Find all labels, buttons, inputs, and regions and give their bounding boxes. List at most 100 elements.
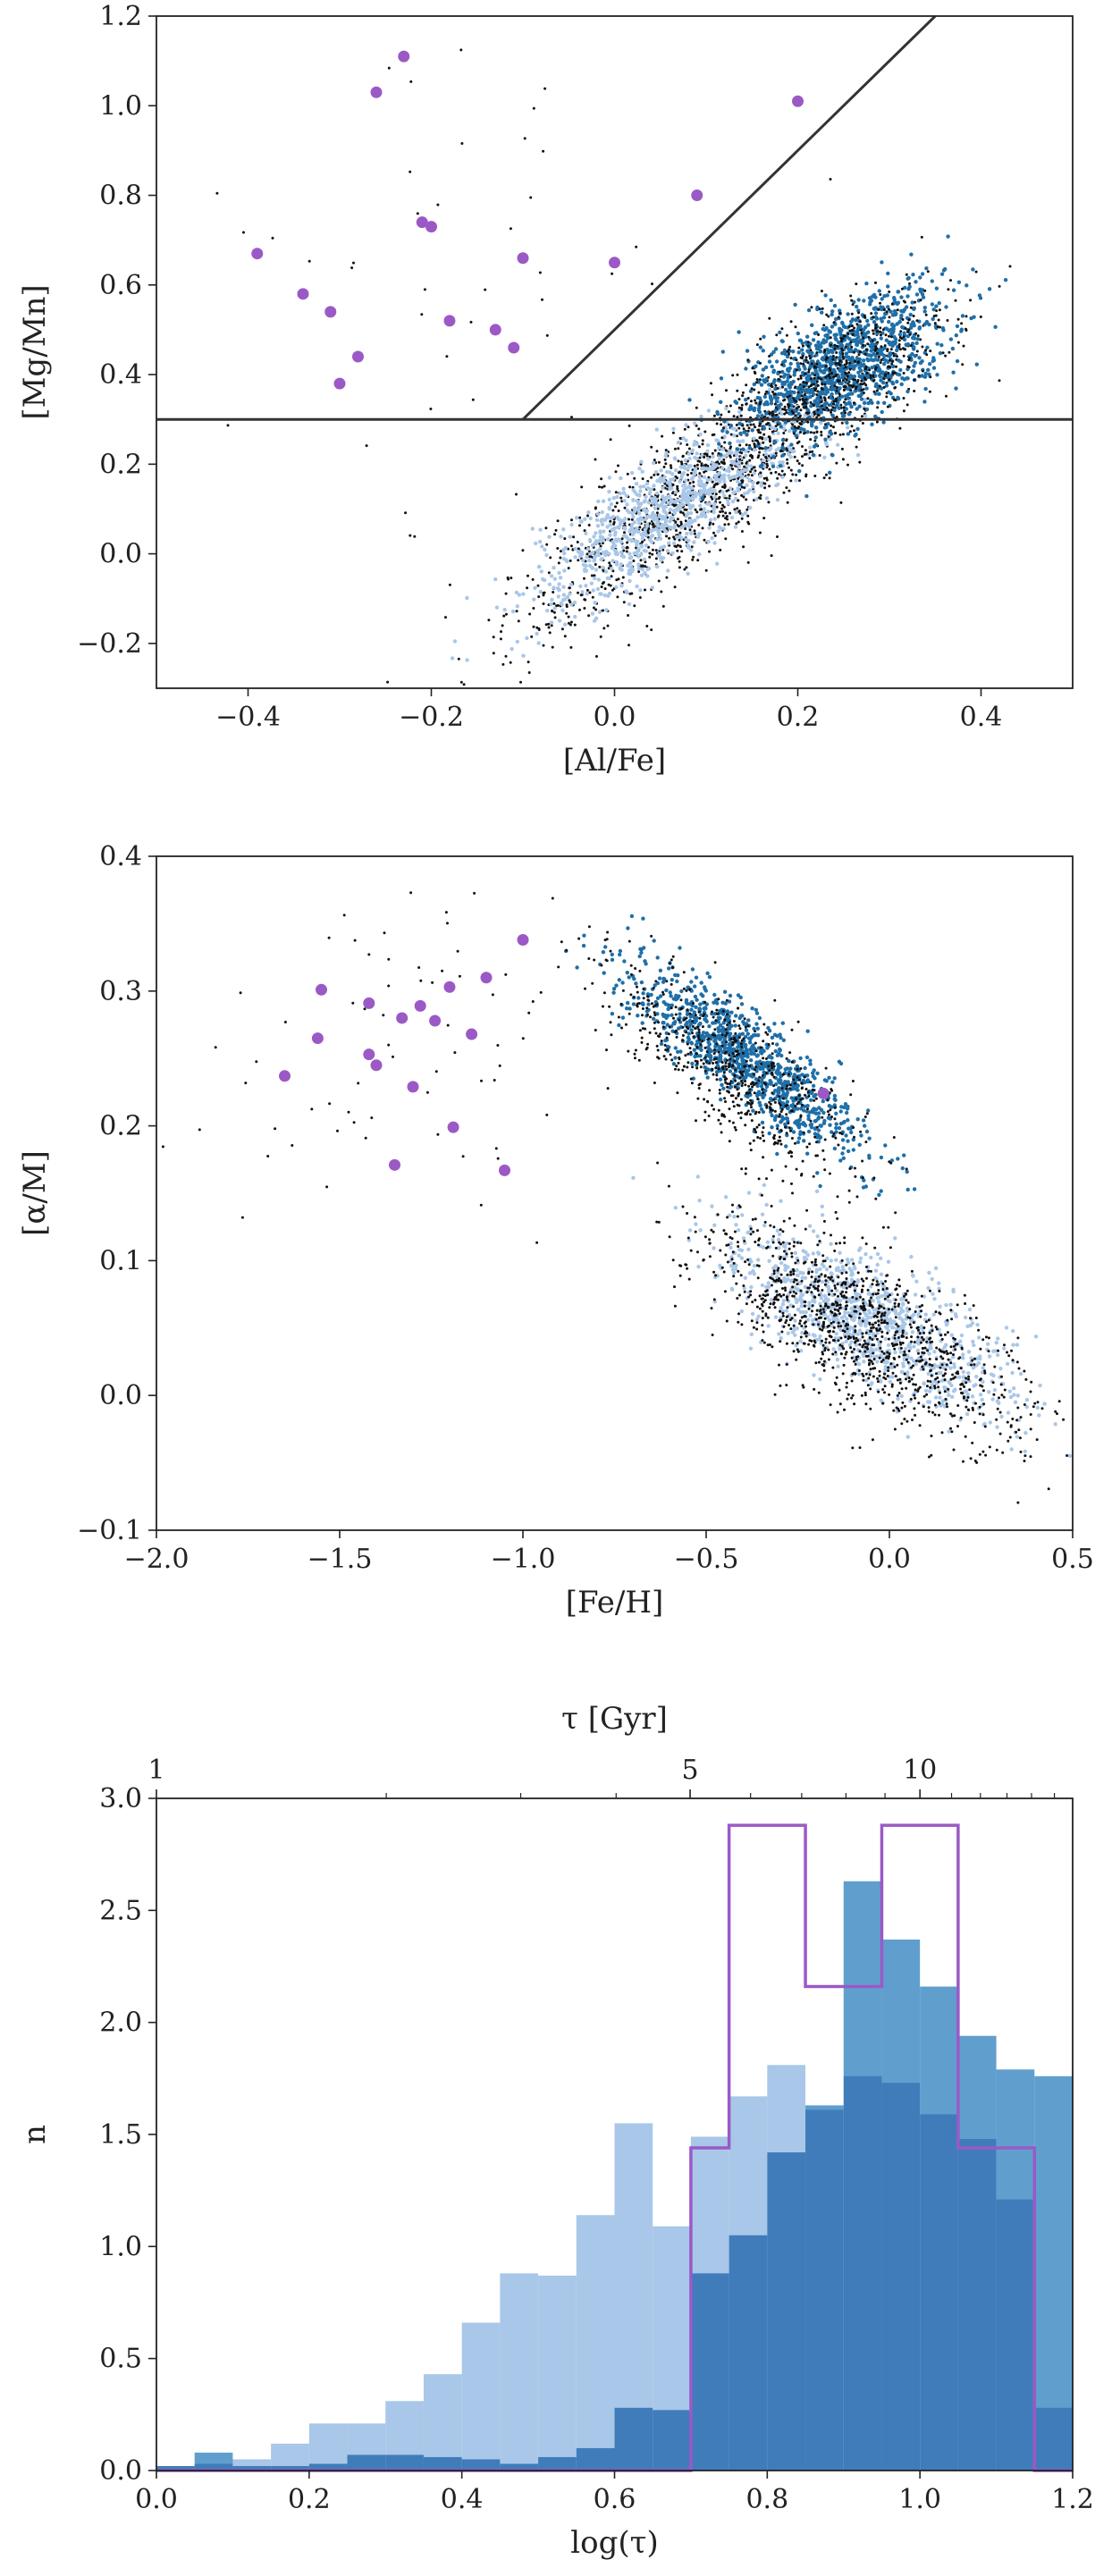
data-point xyxy=(850,299,854,302)
data-point xyxy=(750,400,753,403)
data-point xyxy=(751,484,755,489)
data-point xyxy=(653,1027,656,1031)
data-point xyxy=(650,445,653,449)
data-point xyxy=(805,1080,811,1084)
data-point xyxy=(855,323,859,326)
data-point xyxy=(688,1002,693,1006)
data-point xyxy=(549,574,554,578)
data-point xyxy=(810,1090,814,1096)
data-point xyxy=(911,273,915,277)
data-point xyxy=(810,323,814,327)
data-point xyxy=(863,334,868,339)
data-point xyxy=(686,451,691,456)
data-point xyxy=(841,1120,846,1125)
data-point xyxy=(848,1126,853,1131)
data-point xyxy=(644,509,649,515)
data-point xyxy=(688,528,692,532)
data-point xyxy=(905,389,910,394)
data-point xyxy=(668,486,672,492)
data-point xyxy=(636,996,641,1000)
data-point xyxy=(802,406,805,409)
x-tick-label: 0.4 xyxy=(960,702,1003,733)
data-point xyxy=(828,1123,832,1127)
data-point xyxy=(711,497,714,501)
data-point xyxy=(665,535,668,538)
data-point xyxy=(860,379,863,383)
data-point xyxy=(752,448,757,452)
data-point xyxy=(750,387,754,391)
data-point xyxy=(607,505,611,510)
data-point xyxy=(791,349,796,354)
data-point xyxy=(786,375,790,380)
data-point xyxy=(823,383,827,386)
data-point xyxy=(622,499,627,503)
data-point xyxy=(552,591,555,593)
data-point xyxy=(845,372,848,375)
data-point xyxy=(620,981,625,985)
data-point xyxy=(830,386,835,391)
data-point xyxy=(783,420,788,425)
data-point xyxy=(781,1091,786,1096)
data-point xyxy=(694,1018,698,1023)
data-point xyxy=(864,365,868,368)
data-point xyxy=(892,354,896,358)
data-point xyxy=(684,522,688,527)
data-point xyxy=(809,400,813,404)
data-point xyxy=(828,476,831,480)
data-point xyxy=(792,408,797,413)
data-point xyxy=(803,393,806,396)
data-point xyxy=(859,1130,863,1133)
data-point xyxy=(779,391,783,396)
data-point xyxy=(869,374,872,377)
data-point xyxy=(699,1048,703,1053)
data-point xyxy=(712,509,716,515)
data-point xyxy=(828,437,832,442)
data-point xyxy=(716,467,720,469)
data-point xyxy=(857,1142,862,1148)
data-point xyxy=(632,520,637,525)
data-point xyxy=(664,462,668,466)
data-point xyxy=(674,508,679,512)
data-point xyxy=(692,442,696,447)
data-point xyxy=(751,1108,755,1113)
data-point xyxy=(745,461,748,465)
data-point xyxy=(685,1012,690,1017)
data-point xyxy=(680,473,685,478)
data-point xyxy=(681,436,686,441)
data-point xyxy=(789,320,793,324)
data-point xyxy=(731,467,735,471)
data-point xyxy=(834,1130,838,1134)
data-point xyxy=(700,464,703,467)
data-point xyxy=(545,543,549,546)
data-point xyxy=(899,295,904,299)
data-point xyxy=(654,549,658,552)
data-point xyxy=(547,582,552,586)
data-point xyxy=(771,391,774,393)
data-point xyxy=(846,396,850,400)
data-point xyxy=(931,358,937,363)
data-point xyxy=(792,397,796,400)
data-point xyxy=(803,1075,806,1079)
data-point xyxy=(685,512,689,517)
data-point xyxy=(874,345,878,349)
data-point xyxy=(922,400,927,404)
data-point xyxy=(678,499,684,503)
data-point xyxy=(611,272,614,275)
data-point xyxy=(820,357,824,361)
data-point xyxy=(872,320,877,324)
data-point xyxy=(956,280,962,284)
data-point xyxy=(918,275,922,280)
data-point xyxy=(871,294,875,299)
data-point xyxy=(703,1000,707,1004)
data-point xyxy=(699,1035,703,1040)
data-point xyxy=(815,351,819,355)
data-point xyxy=(902,354,905,358)
data-point xyxy=(796,411,801,417)
data-point xyxy=(792,369,797,375)
data-point xyxy=(686,1037,691,1042)
data-point xyxy=(841,1146,846,1150)
data-point xyxy=(738,995,743,1000)
data-point xyxy=(640,536,644,541)
data-point xyxy=(745,349,750,353)
data-point xyxy=(711,1021,715,1025)
